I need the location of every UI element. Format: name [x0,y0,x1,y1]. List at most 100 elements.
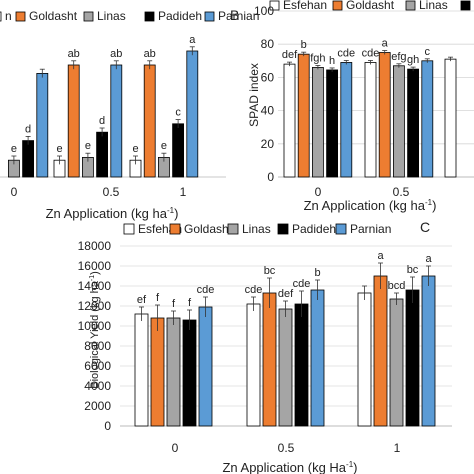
significance-letter: ab [110,48,122,60]
bar [96,131,108,178]
significance-letter: e [161,140,167,152]
panel-c-xtick: 0.5 [278,441,295,455]
significance-letter: fgh [310,52,325,64]
bar [186,50,199,178]
significance-letter: e [11,143,17,155]
bar [421,275,436,427]
panel-b-xtick: 0 [315,185,322,199]
legend-swatch [460,0,471,11]
legend-label: Parnian [350,222,391,236]
y-tick-label: 80 [261,37,275,51]
legend-swatch [15,11,26,22]
significance-letter: efg [391,51,406,63]
panel-b-xlabel: Zn Application (kg ha-1) [304,198,437,213]
legend-swatch [269,0,280,11]
legend-swatch [405,0,416,11]
panel-b-ylabel: SPAD index [247,63,261,127]
legend-swatch [277,223,289,235]
significance-letter: def [278,288,294,300]
significance-letter: ef [137,294,147,306]
significance-letter: e [132,143,138,155]
bar [444,58,457,178]
legend-label: Padideh [292,222,336,236]
panel-a-xtick: 0.5 [103,185,120,199]
significance-letter: ab [144,48,156,60]
significance-letter: gh [407,54,419,66]
y-tick-label: 4000 [84,379,111,393]
bar [182,319,197,427]
bar [166,317,181,427]
bar [294,303,309,427]
significance-letter: b [301,39,307,51]
panel-letter-c: C [420,219,430,235]
bar [198,306,213,427]
legend-label: Linas [419,0,448,12]
legend-label: Goldasht [184,222,233,236]
y-tick-label: 40 [261,104,275,118]
bar [405,289,420,427]
legend-swatch [144,11,155,22]
bar [389,298,404,427]
legend-swatch [204,11,215,22]
bar [310,289,325,427]
legend-swatch [227,223,239,235]
significance-letter: bc [264,265,276,277]
bar [246,303,261,427]
bar [36,73,49,178]
legend-c: Esfehan Goldasht Linas Padideh Parnian [123,222,391,236]
panel-letter-b: B [230,7,239,23]
significance-letter: e [85,140,91,152]
y-tick-label: 10000 [78,319,112,333]
panel-c-ylabel: Biological Yield (kg ha-1) [89,271,101,389]
bar [143,64,156,178]
y-tick-label: 60 [261,70,275,84]
y-tick-label: 16000 [78,259,112,273]
panel-a: n Goldasht Linas Padideh Parnian e eab abe e edd… [0,9,259,221]
bar [22,140,35,178]
bar [150,317,165,427]
legend-swatch [83,11,94,22]
bar [364,62,377,178]
legend-a: n Goldasht Linas Padideh Parnian [0,9,259,23]
y-tick-label: 20 [261,137,275,151]
bar [392,65,405,178]
significance-letter: cde [362,47,380,59]
legend-swatch [332,0,343,11]
legend-label: n [5,9,12,23]
bar [297,53,310,178]
legend-swatch [169,223,181,235]
significance-letter: h [329,55,335,67]
panel-c-xlabel: Zn Application (kg Ha-1) [222,460,357,474]
legend-swatch [335,223,347,235]
panel-b-xtick: 0.5 [393,185,410,199]
y-tick-label: 12000 [78,299,112,313]
legend-label: Padideh [158,9,202,23]
bar [407,68,420,178]
significance-letter: f [188,297,192,309]
bar [134,313,149,427]
significance-letter: d [99,115,105,127]
y-tick-label: 14000 [78,279,112,293]
y-tick-label: 18000 [78,239,112,253]
significance-letter: cde [337,47,355,59]
bar [357,292,372,427]
significance-letter: a [382,38,389,50]
legend-label: Goldasht [346,0,395,12]
significance-letter: cde [293,278,311,290]
bar [172,123,185,178]
legend-swatch [123,223,135,235]
significance-letter: ab [68,48,80,60]
bar [110,64,123,178]
bar [311,67,324,178]
significance-letter: d [25,123,31,135]
panel-c: Esfehan Goldasht Linas Padideh Parnian 02000… [78,222,452,474]
significance-letter: f [172,298,176,310]
legend-label: Goldasht [29,9,78,23]
bar [340,62,353,178]
panel-a-xtick: 1 [180,185,187,199]
grid-b: 0 20 40 60 80 100 def cde b a fgh efg h gh cde c [254,4,474,184]
significance-letter: f [156,292,160,304]
